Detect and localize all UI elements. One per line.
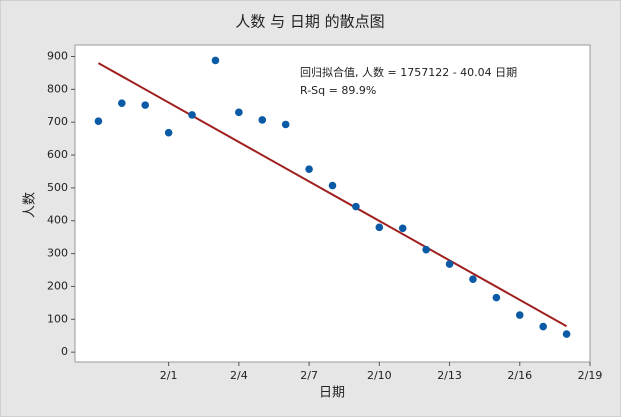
annotation: R-Sq = 89.9%	[300, 84, 376, 97]
y-tick-label: 400	[47, 214, 68, 227]
y-tick-label: 0	[61, 345, 68, 358]
point	[211, 56, 220, 65]
x-axis-label: 日期	[319, 386, 345, 401]
x-tick-label: 2/4	[230, 369, 248, 382]
y-tick-label: 900	[47, 49, 68, 62]
point	[305, 165, 313, 173]
point	[328, 181, 337, 190]
point	[235, 108, 243, 117]
point	[515, 311, 524, 319]
y-tick-label: 300	[47, 247, 68, 260]
x-tick-label: 2/1	[160, 369, 178, 382]
point	[445, 260, 454, 268]
y-tick-label: 200	[47, 279, 68, 292]
point	[352, 202, 360, 211]
point	[375, 223, 384, 232]
x-tick-label: 2/7	[300, 369, 318, 382]
point	[118, 99, 126, 107]
point	[164, 128, 173, 137]
x-tick-label: 2/19	[578, 369, 603, 382]
point	[188, 111, 196, 119]
point	[539, 322, 547, 331]
y-tick-label: 500	[47, 181, 68, 194]
chart-title: 人数 与 日期 的散点图	[235, 13, 384, 31]
fit-line	[97, 62, 568, 328]
y-tick-label: 600	[47, 148, 68, 161]
x-tick-label: 2/13	[437, 369, 462, 382]
point	[422, 245, 430, 254]
point	[141, 101, 150, 109]
point	[281, 120, 290, 129]
y-tick-label: 700	[47, 115, 68, 128]
annotation: 回归拟合值, 人数 = 1757122 - 40.04 日期	[300, 65, 517, 79]
y-tick-label: 800	[47, 82, 68, 95]
point	[562, 330, 571, 338]
point	[469, 275, 477, 284]
point	[94, 117, 103, 126]
point	[398, 224, 407, 233]
point	[492, 293, 501, 302]
y-axis-label: 人数	[23, 192, 38, 218]
y-tick-label: 100	[47, 312, 68, 325]
point	[258, 116, 267, 124]
x-tick-label: 2/16	[507, 369, 532, 382]
x-tick-label: 2/10	[367, 369, 392, 382]
